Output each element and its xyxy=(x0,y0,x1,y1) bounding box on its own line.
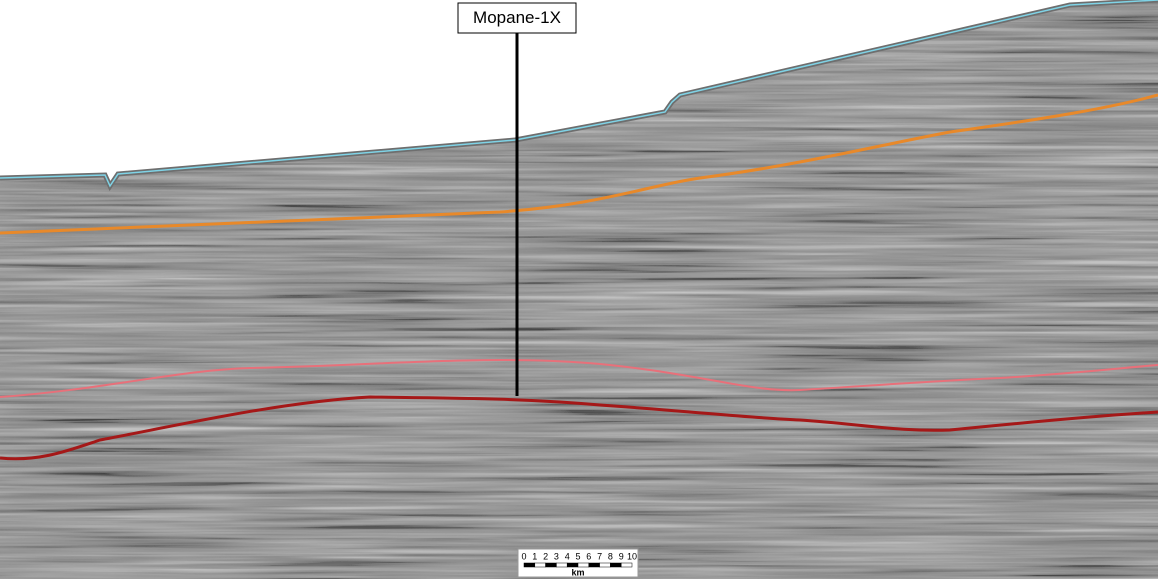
scale-bar: 0 1 2 3 4 5 6 7 8 9 10 km xyxy=(517,548,639,578)
scale-tick-label: 2 xyxy=(543,551,548,561)
well-label-box xyxy=(457,2,577,34)
scale-unit: km xyxy=(571,567,584,577)
scale-segment xyxy=(523,562,536,568)
scale-tick-label: 5 xyxy=(575,551,580,561)
scale-tick-label: 10 xyxy=(627,551,637,561)
scale-segment xyxy=(588,562,600,568)
scale-segment xyxy=(545,562,557,568)
scale-segment xyxy=(620,562,633,568)
seabed-horizon xyxy=(0,0,1158,188)
scale-tick-label: 4 xyxy=(565,551,570,561)
scale-segment xyxy=(610,562,622,568)
scale-tick-label: 6 xyxy=(586,551,591,561)
scale-tick-label: 0 xyxy=(521,551,526,561)
pink-horizon xyxy=(0,358,1158,398)
scale-segment xyxy=(556,562,568,568)
scale-tick-label: 3 xyxy=(554,551,559,561)
scale-tick-label: 1 xyxy=(532,551,537,561)
scale-tick-label: 7 xyxy=(597,551,602,561)
scale-tick-label: 8 xyxy=(608,551,613,561)
scale-segment xyxy=(599,562,611,568)
orange-horizon xyxy=(0,93,1158,235)
scale-segment xyxy=(534,562,546,568)
scale-tick-label: 9 xyxy=(619,551,624,561)
red-horizon xyxy=(0,395,1158,461)
well-label: Mopane-1X xyxy=(473,8,561,27)
